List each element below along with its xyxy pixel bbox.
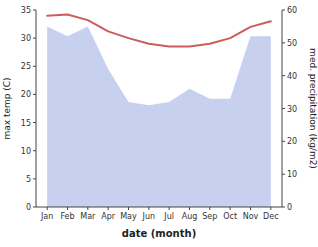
- y-tick: [33, 178, 36, 179]
- chart: Jan Feb Mar Apr May Jun Jul Aug Sep Oct Nov Dec 0 5 10…: [0, 0, 318, 247]
- y-axis-label: max temp (C): [2, 77, 12, 139]
- x-tick: [47, 207, 48, 210]
- x-tick-label: Jun: [142, 212, 156, 221]
- y2-tick: [282, 10, 285, 11]
- y2-tick-label: 20: [287, 137, 297, 146]
- x-tick: [108, 207, 109, 210]
- y-tick: [33, 10, 36, 11]
- x-tick-label: Aug: [182, 212, 198, 221]
- x-tick-label: Mar: [80, 212, 96, 221]
- x-axis-label: date (month): [122, 228, 196, 239]
- x-tick: [230, 207, 231, 210]
- x-tick-label: Nov: [243, 212, 259, 221]
- y2-axis-label: med. precipitation (kg/m2): [308, 48, 318, 169]
- x-tick-label: Jul: [163, 212, 174, 221]
- y2-tick-label: 40: [287, 72, 297, 81]
- y2-tick-label: 10: [287, 170, 297, 179]
- x-tick: [189, 207, 190, 210]
- y-tick-label: 30: [21, 34, 31, 43]
- y2-tick: [282, 141, 285, 142]
- y-tick-label: 20: [21, 90, 31, 99]
- precipitation-area: [47, 26, 271, 207]
- y2-tick: [282, 174, 285, 175]
- y-tick: [33, 38, 36, 39]
- y-axis-line: [36, 10, 37, 207]
- x-tick: [270, 207, 271, 210]
- x-tick: [67, 207, 68, 210]
- x-axis-line: [36, 207, 282, 208]
- x-tick: [128, 207, 129, 210]
- x-tick: [148, 207, 149, 210]
- background: [0, 0, 318, 247]
- y2-tick: [282, 75, 285, 76]
- x-tick: [250, 207, 251, 210]
- x-tick-label: Sep: [202, 212, 217, 221]
- y2-tick-label: 30: [287, 105, 297, 114]
- y2-tick-label: 50: [287, 39, 297, 48]
- y-tick: [33, 122, 36, 123]
- x-tick-label: Dec: [263, 212, 278, 221]
- x-tick: [209, 207, 210, 210]
- x-tick: [87, 207, 88, 210]
- y-tick-label: 10: [21, 147, 31, 156]
- x-tick-label: May: [120, 212, 137, 221]
- x-tick-label: Oct: [223, 212, 237, 221]
- y2-tick-label: 60: [287, 6, 297, 15]
- y-tick: [33, 94, 36, 95]
- y2-tick: [282, 42, 285, 43]
- y-tick-label: 0: [26, 203, 31, 212]
- x-tick: [169, 207, 170, 210]
- y2-tick: [282, 108, 285, 109]
- x-tick-label: Feb: [60, 212, 74, 221]
- y-tick-label: 25: [21, 62, 31, 71]
- x-tick-label: Apr: [101, 212, 116, 221]
- y2-tick: [282, 207, 285, 208]
- y-tick-label: 5: [26, 175, 31, 184]
- y-tick-label: 35: [21, 6, 31, 15]
- y-tick: [33, 207, 36, 208]
- plot-area: [47, 15, 271, 208]
- y-tick: [33, 66, 36, 67]
- y2-tick-label: 0: [287, 203, 292, 212]
- y-tick: [33, 150, 36, 151]
- x-tick-label: Jan: [40, 212, 53, 221]
- temperature-line: [47, 15, 271, 47]
- y-tick-label: 15: [21, 119, 31, 128]
